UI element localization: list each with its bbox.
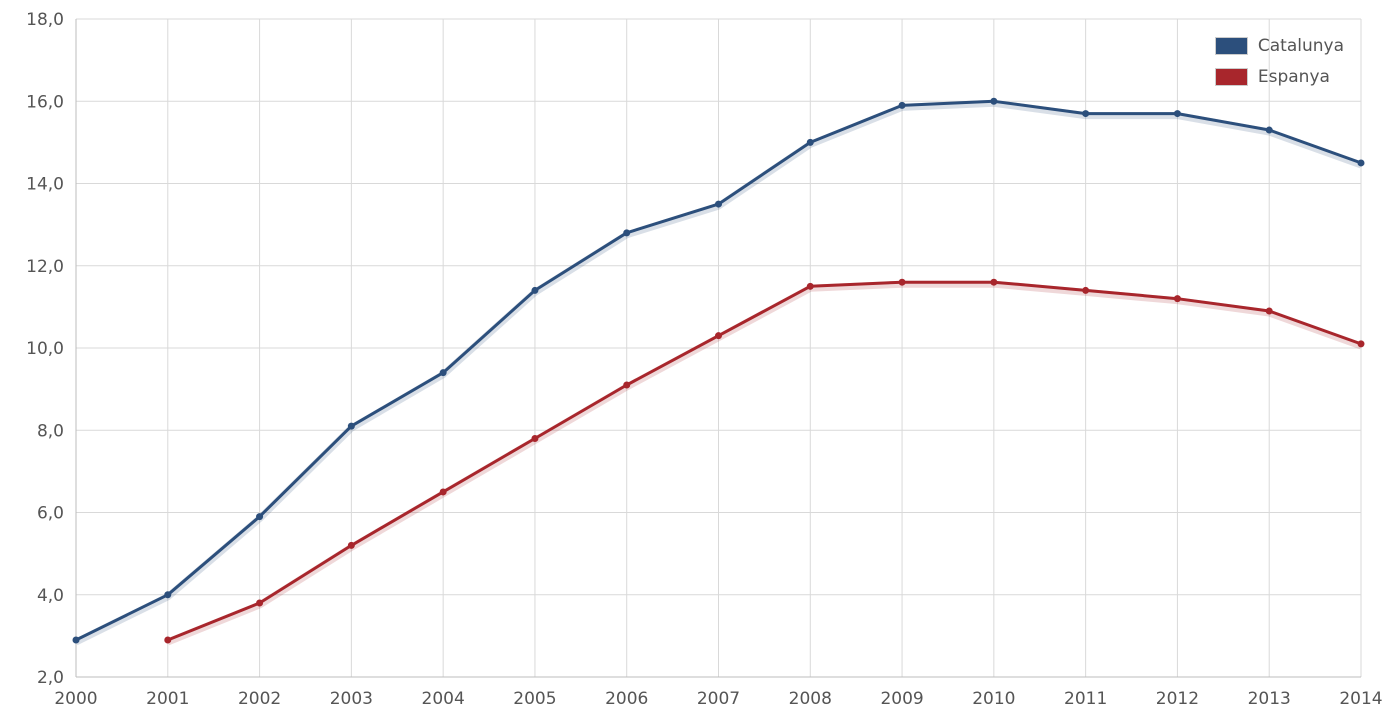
data-point-espanya	[623, 381, 631, 389]
chart-legend: Catalunya Espanya	[1214, 30, 1344, 92]
data-point-espanya	[1357, 340, 1365, 348]
data-point-espanya	[806, 282, 814, 290]
data-point-catalunya	[715, 200, 722, 208]
x-tick-label: 2009	[880, 689, 923, 709]
data-point-catalunya	[72, 636, 80, 644]
y-tick-label: 8,0	[37, 421, 64, 441]
data-point-catalunya	[1357, 159, 1365, 167]
data-point-catalunya	[439, 369, 447, 377]
data-point-catalunya	[531, 286, 539, 294]
x-tick-label: 2007	[697, 689, 740, 709]
x-tick-label: 2013	[1248, 689, 1291, 709]
data-point-espanya	[898, 278, 906, 286]
axes: 2,0 4,0 6,0 8,0 10,0 12,0 14,0 16,0 18,0 2000 2001…	[26, 10, 1382, 709]
data-point-catalunya	[1265, 126, 1273, 134]
series-line-espanya	[167, 280, 1362, 642]
y-tick-label: 12,0	[26, 257, 64, 277]
x-tick-label: 2001	[146, 689, 189, 709]
data-point-espanya	[1082, 286, 1090, 294]
y-tick-label: 14,0	[26, 175, 64, 195]
x-tick-label: 2012	[1156, 689, 1199, 709]
data-point-catalunya	[806, 138, 814, 146]
data-point-catalunya	[623, 229, 631, 237]
data-point-espanya	[531, 434, 539, 442]
x-tick-label: 2011	[1064, 689, 1107, 709]
data-point-catalunya	[256, 513, 264, 521]
y-tick-label: 6,0	[37, 504, 64, 524]
data-point-espanya	[256, 599, 264, 607]
legend-label-catalunya: Catalunya	[1257, 35, 1344, 56]
legend-item-espanya: Espanya	[1214, 61, 1344, 92]
x-tick-label: 2000	[54, 689, 97, 709]
x-tick-label: 2004	[422, 689, 465, 709]
series-lines	[72, 97, 1365, 646]
y-tick-label: 16,0	[26, 92, 64, 112]
x-tick-label: 2006	[605, 689, 648, 709]
legend-swatch-espanya	[1214, 67, 1248, 86]
x-tick-label: 2014	[1339, 689, 1382, 709]
x-tick-label: 2008	[789, 689, 832, 709]
data-point-espanya	[715, 332, 722, 340]
y-tick-label: 4,0	[37, 586, 64, 606]
data-point-espanya	[1173, 295, 1181, 303]
data-point-catalunya	[347, 422, 355, 430]
data-point-catalunya	[990, 97, 998, 105]
data-point-catalunya	[1173, 110, 1181, 118]
x-tick-label: 2010	[972, 689, 1015, 709]
data-point-espanya	[439, 488, 447, 496]
data-point-espanya	[164, 636, 172, 644]
x-tick-label: 2005	[513, 689, 556, 709]
gridlines	[75, 18, 1362, 678]
y-tick-label: 2,0	[37, 668, 64, 688]
legend-item-catalunya: Catalunya	[1214, 30, 1344, 61]
data-point-espanya	[1265, 307, 1273, 315]
data-point-catalunya	[898, 101, 906, 109]
y-tick-label: 10,0	[26, 339, 64, 359]
data-point-catalunya	[1082, 110, 1090, 118]
x-tick-label: 2003	[330, 689, 373, 709]
y-tick-label: 18,0	[26, 10, 64, 30]
data-point-espanya	[990, 278, 998, 286]
data-point-catalunya	[164, 591, 172, 599]
x-tick-label: 2002	[238, 689, 281, 709]
legend-label-espanya: Espanya	[1257, 66, 1330, 87]
data-point-espanya	[347, 541, 355, 549]
series-shadow-espanya	[166, 280, 1363, 646]
legend-swatch-catalunya	[1214, 36, 1248, 55]
